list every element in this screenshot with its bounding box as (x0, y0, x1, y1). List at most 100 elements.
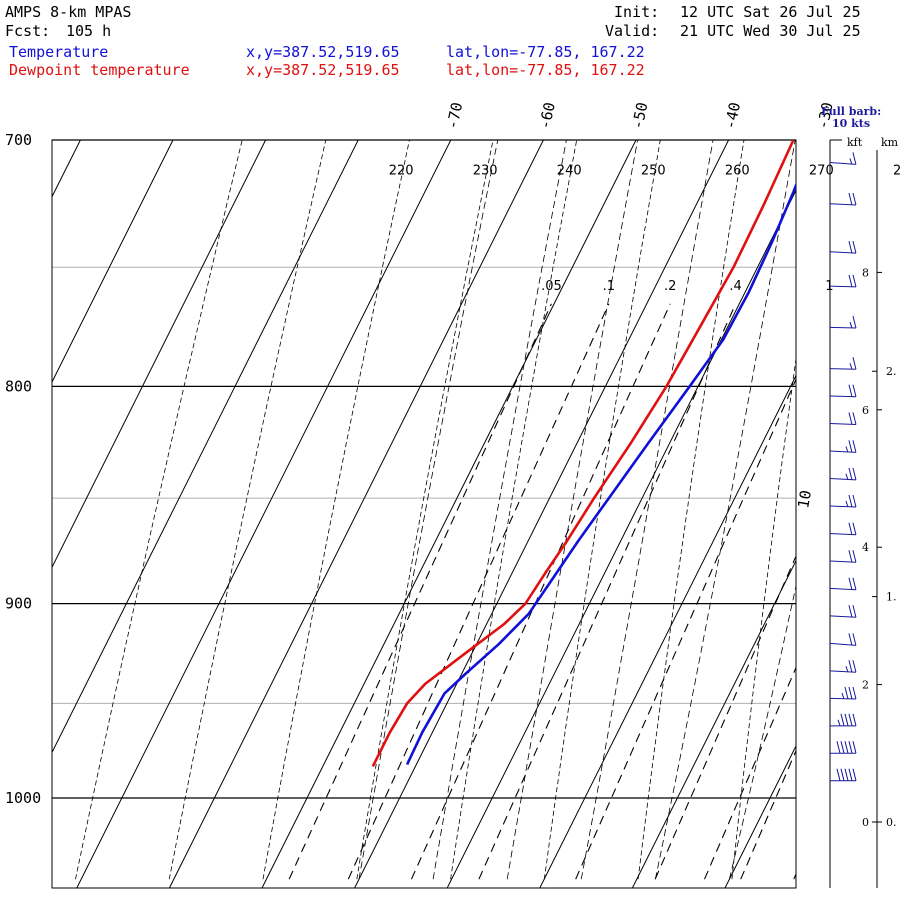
wind-barb-feather (848, 633, 853, 646)
wind-barb-feather (848, 686, 853, 700)
wind-barb-feather (840, 741, 845, 754)
wind-barb-feather (852, 440, 857, 453)
isotherms (52, 140, 796, 888)
isotherm--30 (446, 189, 796, 888)
kft-tick-label-2: 2 (862, 679, 869, 692)
wind-barb-feather (848, 467, 853, 480)
moist-adiabats (358, 140, 900, 880)
legend-temperature-xy: x,y=387.52,519.65 (246, 43, 400, 61)
wind-barb-half-feather (849, 158, 853, 165)
wind-barb-5 (829, 633, 857, 646)
wind-barb-3 (829, 686, 857, 700)
wind-barb-feather (852, 660, 857, 673)
legend-dewpoint-xy: x,y=387.52,519.65 (246, 61, 400, 79)
dry-adiabat-240 (450, 140, 578, 880)
isotherm--50 (261, 140, 637, 888)
axis-labels: .05.1.2.4123467008009001000-70-60-50-40-… (5, 101, 900, 807)
plot-frame (51, 139, 797, 889)
isotherm--80 (52, 140, 359, 754)
valid-time: 21 UTC Wed 30 Jul 25 (680, 22, 861, 40)
wind-barb-feather (852, 384, 857, 397)
wind-barb-feather (852, 412, 857, 425)
wind-barb-19 (829, 192, 857, 206)
wind-barb-half-feather (845, 446, 849, 453)
wind-barb-feather (852, 241, 857, 254)
mixing-ratio-label-3: .4 (729, 279, 741, 294)
wind-barb-feather (844, 686, 849, 700)
dry-adiabat-200 (75, 140, 243, 880)
wind-barb-feather (848, 768, 853, 781)
wind-barb-feather (848, 577, 853, 590)
wind-barb-feather (844, 768, 849, 781)
wind-barb-feather (852, 467, 857, 480)
km-tick-label-0: 2. (886, 365, 897, 378)
wind-barb-feather (844, 713, 849, 726)
kft-tick-label-4: 4 (862, 541, 869, 554)
moist-adiabat-16 (878, 140, 900, 879)
wind-barb-6 (829, 605, 857, 618)
wind-barb-feather (848, 384, 853, 397)
wind-barb-13 (829, 412, 857, 426)
wind-barb-feather (848, 241, 853, 254)
wind-barb-14 (829, 384, 857, 398)
mixing-ratio-label-2: .2 (664, 279, 676, 294)
wind-barb-feather (836, 768, 841, 781)
pressure-label-900: 900 (5, 595, 32, 613)
wind-barb-feather (848, 494, 853, 508)
wind-profile-panel: 8 6 4 2 0 2. 1. 0. (829, 139, 897, 888)
wind-barb-feather (840, 713, 845, 726)
isotherm--110 (52, 140, 81, 198)
isotherm--90 (52, 140, 267, 569)
mixing-ratio-line-0 (288, 303, 552, 880)
wind-barb-2 (830, 713, 857, 727)
wind-barb-half-feather (837, 719, 841, 726)
kft-label: kft (847, 136, 863, 149)
wind-barb-feather (852, 192, 857, 206)
wind-barb-8 (829, 550, 857, 563)
temp-label--30: -30 (814, 101, 837, 131)
temp-label--60: -60 (536, 101, 559, 131)
mixing-ratio-label-4: 1 (825, 279, 833, 294)
wind-barb-feather (852, 522, 857, 535)
mixing-ratio-lines (288, 303, 796, 880)
wind-barb-feather (848, 605, 853, 618)
theta-label-240: 240 (557, 163, 582, 178)
theta-label-260: 260 (725, 163, 750, 178)
pressure-label-700: 700 (5, 131, 32, 149)
extra-tick-label: 10 (794, 489, 815, 510)
wind-barb-16 (829, 315, 857, 329)
moist-adiabat--8 (654, 140, 796, 880)
kft-tick-label-8: 8 (862, 266, 869, 279)
wind-barb-20 (829, 152, 857, 165)
wind-barb-feather (848, 522, 853, 535)
km-tick-label-2: 0. (886, 816, 897, 829)
moist-adiabat--32 (432, 140, 567, 880)
wind-barb-7 (829, 577, 857, 591)
wind-barb-feather (852, 605, 857, 618)
wind-barb-feather (848, 741, 853, 754)
wind-barb-feather (852, 577, 857, 590)
legend-temperature: Temperature (9, 43, 109, 61)
model-title: AMPS 8-km MPAS (5, 3, 132, 21)
wind-barb-feather (852, 713, 857, 726)
theta-label-230: 230 (473, 163, 498, 178)
wind-barb-feather (852, 768, 857, 781)
wind-barb-half-feather (845, 666, 849, 673)
isotherm--60 (168, 140, 544, 888)
theta-label-280: 280 (893, 163, 900, 178)
series-line-dewpoint (371, 140, 795, 767)
wind-barb-feather (844, 741, 849, 754)
minor-isobars (52, 266, 796, 704)
wind-barb-11 (829, 467, 857, 481)
dry-adiabat-280 (826, 140, 900, 879)
pressure-label-800: 800 (5, 377, 32, 395)
isotherm--40 (354, 140, 730, 888)
wind-barb-half-feather (845, 500, 849, 508)
mixing-ratio-line-3 (478, 303, 737, 880)
major-isobars (52, 139, 796, 799)
pressure-label-1000: 1000 (5, 789, 41, 807)
legend-dewpoint: Dewpoint temperature (9, 61, 190, 79)
barb-legend-line1: Full barb: (821, 105, 882, 118)
theta-label-250: 250 (641, 163, 666, 178)
